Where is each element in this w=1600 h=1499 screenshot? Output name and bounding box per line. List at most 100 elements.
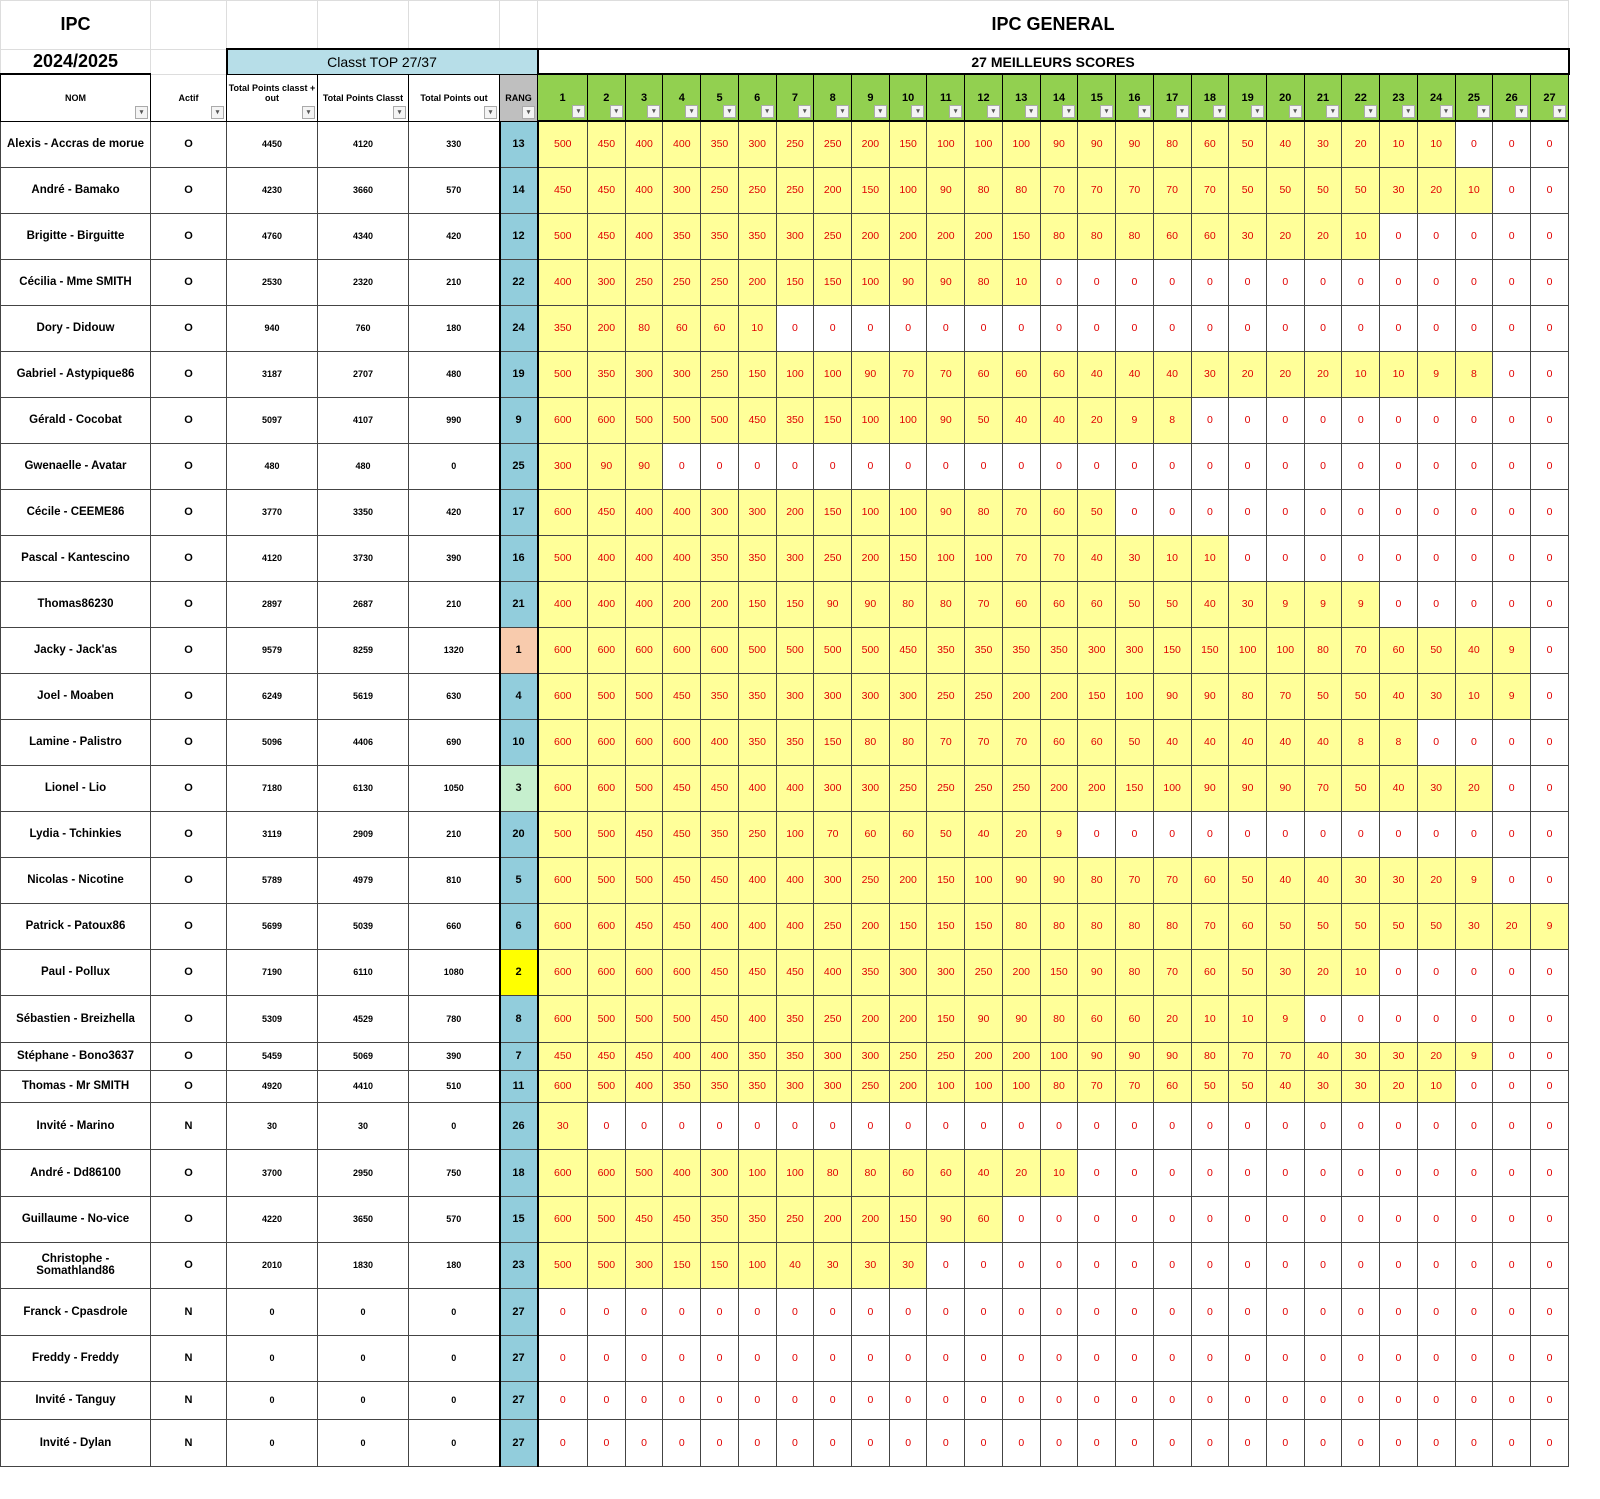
score-cell[interactable]: 0 xyxy=(1115,442,1154,490)
score-cell[interactable]: 200 xyxy=(662,580,702,628)
score-cell[interactable]: 10 xyxy=(1454,672,1494,720)
player-name-cell[interactable]: André - Dd86100 xyxy=(0,1148,151,1197)
score-cell[interactable]: 80 xyxy=(1152,902,1192,950)
score-cell[interactable]: 0 xyxy=(1454,948,1494,996)
score-cell[interactable]: 0 xyxy=(1115,304,1154,352)
score-cell[interactable]: 70 xyxy=(1115,1069,1154,1103)
score-cell[interactable]: 70 xyxy=(1001,718,1041,766)
actif-cell[interactable]: O xyxy=(150,442,227,490)
total-points-classt-cell[interactable]: 4979 xyxy=(317,856,409,904)
score-cell[interactable]: 10 xyxy=(1341,212,1381,260)
score-cell[interactable]: 100 xyxy=(1115,672,1154,720)
score-cell[interactable]: 0 xyxy=(1492,1418,1531,1467)
score-cell[interactable]: 0 xyxy=(1529,718,1570,766)
score-cell[interactable]: 0 xyxy=(1152,1195,1192,1243)
actif-cell[interactable]: O xyxy=(150,902,227,950)
score-cell[interactable]: 150 xyxy=(700,1241,739,1289)
score-cell[interactable]: 90 xyxy=(926,488,966,536)
score-cell[interactable]: 350 xyxy=(700,534,739,582)
filter-dropdown-icon[interactable]: ▾ xyxy=(1553,105,1567,118)
score-cell[interactable]: 90 xyxy=(1228,764,1267,812)
score-cell[interactable]: 0 xyxy=(926,1334,966,1382)
score-cell[interactable]: 0 xyxy=(1492,442,1531,490)
score-cell[interactable]: 0 xyxy=(1492,1148,1531,1197)
rang-cell[interactable]: 3 xyxy=(498,764,539,812)
total-points-classt-cell[interactable]: 30 xyxy=(317,1101,409,1150)
score-cell[interactable]: 400 xyxy=(700,718,739,766)
score-cell[interactable]: 0 xyxy=(1190,1287,1230,1336)
score-cell[interactable]: 20 xyxy=(1379,1069,1418,1103)
score-cell[interactable]: 0 xyxy=(1454,1380,1494,1420)
filter-dropdown-icon[interactable]: ▾ xyxy=(911,105,925,118)
score-cell[interactable]: 60 xyxy=(1077,580,1117,628)
score-cell[interactable]: 40 xyxy=(1152,718,1192,766)
score-cell[interactable]: 10 xyxy=(1341,948,1381,996)
actif-cell[interactable]: O xyxy=(150,810,227,858)
score-cell[interactable]: 10 xyxy=(1001,258,1041,306)
score-cell[interactable]: 0 xyxy=(1341,304,1381,352)
empty-cell[interactable] xyxy=(499,0,538,49)
score-cell[interactable]: 0 xyxy=(1454,1101,1494,1150)
score-cell[interactable]: 80 xyxy=(851,1148,890,1197)
score-cell[interactable]: 100 xyxy=(737,1241,777,1289)
player-name-cell[interactable]: Stéphane - Bono3637 xyxy=(0,1041,151,1071)
total-points-out-only-cell[interactable]: 210 xyxy=(408,810,500,858)
score-cell[interactable]: 70 xyxy=(926,718,966,766)
score-cell[interactable]: 250 xyxy=(662,258,702,306)
score-cell[interactable]: 30 xyxy=(1341,1069,1381,1103)
total-points-out-only-cell[interactable]: 690 xyxy=(408,718,500,766)
score-cell[interactable]: 40 xyxy=(1303,856,1343,904)
total-points-classt-cell[interactable]: 2707 xyxy=(317,350,409,398)
score-cell[interactable]: 300 xyxy=(624,1241,664,1289)
score-cell[interactable]: 20 xyxy=(1265,212,1305,260)
actif-cell[interactable]: O xyxy=(150,258,227,306)
score-cell[interactable]: 90 xyxy=(1077,1041,1117,1071)
score-cell[interactable]: 0 xyxy=(537,1334,588,1382)
score-cell[interactable]: 0 xyxy=(1529,1069,1570,1103)
score-cell[interactable]: 0 xyxy=(700,1287,739,1336)
filter-dropdown-icon[interactable]: ▾ xyxy=(873,105,887,118)
score-cell[interactable]: 450 xyxy=(537,166,588,214)
score-cell[interactable]: 0 xyxy=(1529,350,1570,398)
player-name-cell[interactable]: Cécilia - Mme SMITH xyxy=(0,258,151,306)
score-cell[interactable]: 600 xyxy=(587,902,626,950)
total-points-out-cell[interactable]: 9579 xyxy=(226,626,318,674)
score-cell[interactable]: 0 xyxy=(737,1334,777,1382)
filter-dropdown-icon[interactable]: ▾ xyxy=(1213,105,1227,118)
total-points-classt-cell[interactable]: 760 xyxy=(317,304,409,352)
player-name-cell[interactable]: Alexis - Accras de morue xyxy=(0,120,151,168)
score-cell[interactable]: 450 xyxy=(775,948,815,996)
score-cell[interactable]: 0 xyxy=(1529,1418,1570,1467)
score-cell[interactable]: 0 xyxy=(1341,810,1381,858)
sort-filter-icon[interactable]: ▾ xyxy=(135,105,148,119)
score-cell[interactable]: 80 xyxy=(888,718,928,766)
rang-cell[interactable]: 27 xyxy=(498,1287,539,1336)
empty-cell[interactable] xyxy=(408,0,500,49)
score-cell[interactable]: 30 xyxy=(1379,166,1418,214)
score-cell[interactable]: 600 xyxy=(587,764,626,812)
score-cell[interactable]: 0 xyxy=(1265,534,1305,582)
score-cell[interactable]: 300 xyxy=(775,534,815,582)
score-cell[interactable]: 0 xyxy=(1152,1101,1192,1150)
score-cell[interactable]: 60 xyxy=(1190,948,1230,996)
total-points-classt-cell[interactable]: 3350 xyxy=(317,488,409,536)
score-cell[interactable]: 0 xyxy=(737,442,777,490)
score-cell[interactable]: 30 xyxy=(537,1101,588,1150)
score-cell[interactable]: 9 xyxy=(1341,580,1381,628)
rang-cell[interactable]: 24 xyxy=(498,304,539,352)
score-cell[interactable]: 50 xyxy=(1228,166,1267,214)
score-cell[interactable]: 80 xyxy=(1115,948,1154,996)
score-cell[interactable]: 60 xyxy=(1001,350,1041,398)
actif-cell[interactable]: O xyxy=(150,304,227,352)
score-cell[interactable]: 100 xyxy=(964,534,1003,582)
score-cell[interactable]: 70 xyxy=(1152,948,1192,996)
score-cell[interactable]: 500 xyxy=(537,1241,588,1289)
total-points-out-only-cell[interactable]: 0 xyxy=(408,1380,500,1420)
total-points-out-only-cell[interactable]: 0 xyxy=(408,1101,500,1150)
score-cell[interactable]: 400 xyxy=(587,534,626,582)
score-cell[interactable]: 400 xyxy=(624,1069,664,1103)
score-cell[interactable]: 80 xyxy=(1001,902,1041,950)
score-cell[interactable]: 0 xyxy=(587,1101,626,1150)
total-points-out-only-cell[interactable]: 0 xyxy=(408,1418,500,1467)
rang-cell[interactable]: 27 xyxy=(498,1418,539,1467)
